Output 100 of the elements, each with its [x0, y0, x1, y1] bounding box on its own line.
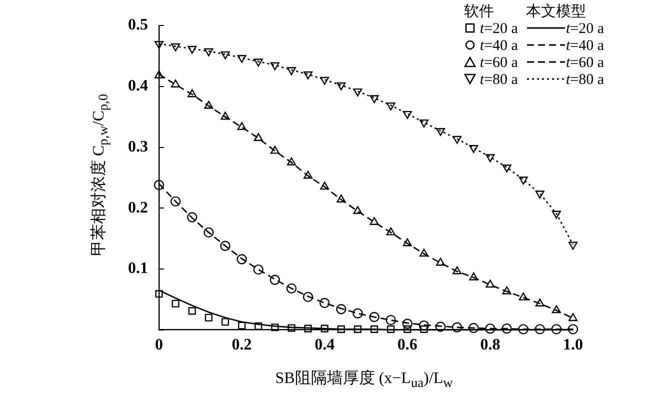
point	[402, 318, 412, 329]
point	[336, 194, 346, 202]
legend-label: t=40 a	[478, 38, 519, 55]
point	[370, 325, 378, 333]
y-tick-label: 0.3	[128, 138, 148, 156]
point	[418, 320, 430, 331]
point	[220, 240, 230, 251]
point	[535, 190, 544, 199]
point	[221, 318, 230, 326]
point	[154, 180, 164, 190]
point	[370, 217, 379, 225]
y-tick-label: 0.2	[128, 199, 148, 216]
point	[502, 164, 512, 172]
point	[518, 324, 528, 334]
point	[286, 283, 297, 294]
point	[468, 322, 479, 334]
x-tick-label: 0.6	[397, 336, 418, 354]
point	[170, 196, 181, 207]
point	[204, 48, 214, 56]
point	[535, 298, 544, 306]
point	[386, 314, 396, 326]
point	[320, 324, 328, 332]
point	[172, 300, 180, 308]
y-tick-label: 0.1	[128, 260, 148, 278]
point	[254, 58, 263, 67]
point	[204, 227, 214, 238]
point	[353, 88, 362, 96]
point	[188, 307, 196, 315]
y-tick-label: 0.5	[128, 16, 148, 34]
point	[551, 324, 562, 334]
text: 本文模型	[524, 4, 587, 21]
point	[336, 304, 346, 314]
point	[469, 145, 478, 153]
point	[534, 324, 545, 334]
legend-label: t=80 a	[478, 72, 519, 89]
x-axis-title: SB阻隔墙厚度 (x−L$_{ua}$)/L$_{w}$	[274, 368, 454, 392]
point	[419, 119, 428, 128]
point	[288, 324, 296, 332]
point	[485, 323, 496, 334]
point	[254, 322, 262, 330]
point	[304, 71, 313, 80]
point	[452, 322, 462, 332]
legend-label: t=80 a	[564, 72, 605, 89]
point	[238, 322, 246, 330]
point	[187, 212, 198, 222]
point	[302, 292, 314, 302]
point	[320, 76, 330, 85]
point	[502, 286, 512, 294]
point	[370, 95, 379, 104]
point	[552, 210, 561, 219]
point	[171, 43, 180, 52]
legend-label: t=60 a	[478, 55, 519, 72]
point	[404, 325, 412, 333]
point	[469, 272, 478, 280]
point	[420, 325, 428, 333]
point	[237, 54, 246, 63]
x-tick-label: 0	[155, 336, 163, 354]
point	[568, 242, 578, 250]
point	[568, 324, 578, 334]
point	[236, 254, 247, 264]
point	[352, 308, 363, 318]
point	[271, 324, 279, 332]
point	[387, 325, 395, 333]
x-tick-label: 0.8	[480, 336, 500, 354]
point	[154, 41, 164, 49]
point	[436, 128, 446, 136]
point	[502, 323, 512, 334]
point	[155, 290, 163, 298]
legend-label: t=60 a	[564, 55, 605, 72]
point	[402, 110, 412, 119]
point	[304, 324, 312, 332]
text: 软件	[463, 4, 496, 21]
point	[320, 298, 330, 308]
point	[270, 274, 280, 286]
point	[386, 227, 396, 236]
point	[353, 206, 362, 214]
legend-label: t=20 a	[564, 21, 605, 38]
point	[286, 67, 296, 76]
legend-label: t=40 a	[564, 38, 605, 55]
point	[552, 305, 561, 314]
point	[253, 264, 264, 275]
point	[354, 325, 362, 333]
point	[436, 258, 446, 266]
point	[518, 176, 528, 185]
legend-label: t=20 a	[478, 21, 519, 38]
point	[518, 292, 528, 300]
point	[204, 314, 212, 322]
x-tick-label: 1.0	[563, 336, 583, 354]
point	[220, 51, 230, 60]
point	[486, 280, 495, 288]
point	[452, 136, 462, 144]
x-tick-label: 0.2	[232, 336, 252, 354]
point	[419, 248, 428, 257]
y-tick-label: 0.4	[128, 78, 148, 95]
point	[452, 266, 462, 274]
x-tick-label: 0.4	[314, 336, 335, 354]
point	[270, 62, 280, 70]
point	[386, 102, 396, 110]
point	[320, 182, 330, 190]
point	[337, 325, 345, 333]
